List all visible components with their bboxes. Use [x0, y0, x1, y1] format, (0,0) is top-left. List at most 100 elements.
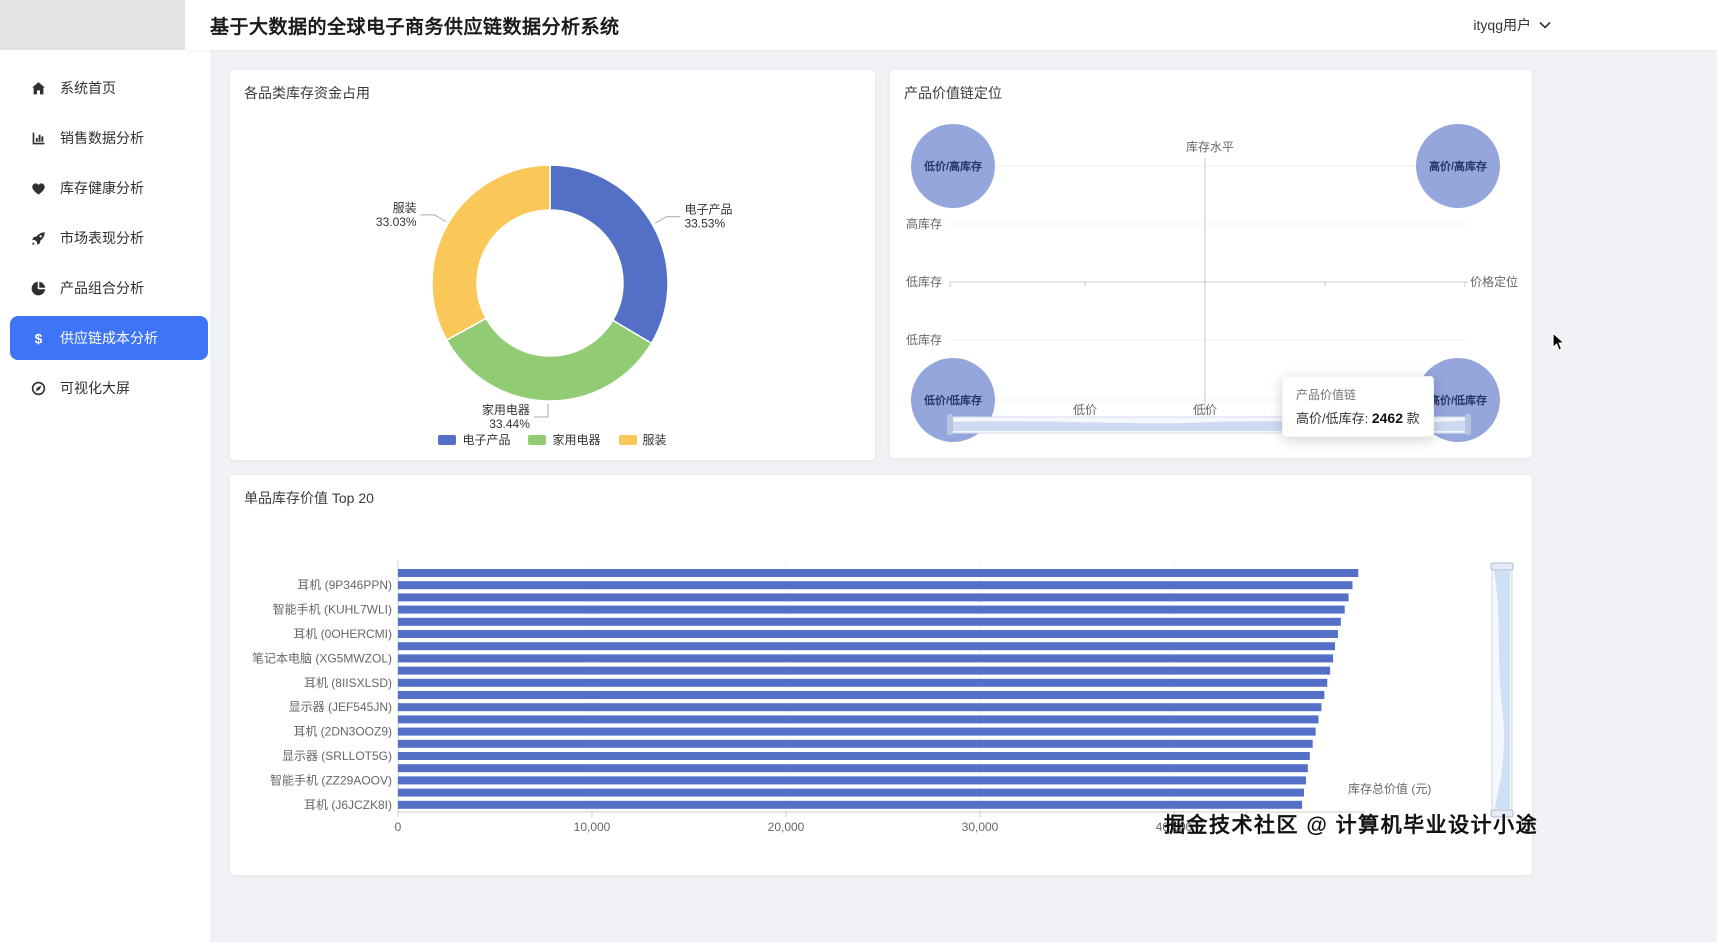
- svg-text:$: $: [35, 330, 43, 346]
- watermark: 掘金技术社区 @ 计算机毕业设计小途: [1164, 814, 1539, 837]
- bar-5[interactable]: [398, 630, 1338, 638]
- user-menu[interactable]: ityqg用户: [1473, 15, 1551, 35]
- sidebar: 系统首页销售数据分析 库存健康分析 市场表现分析产品组合分析 $ 供应链成本分析 可视化大…: [0, 50, 210, 942]
- x-tick-label: 低价: [1073, 403, 1097, 417]
- bar-19[interactable]: [398, 800, 1303, 809]
- top20-bar-chart[interactable]: 0 10,000 20,000 30,000 40,000 库存总价值 (元) 耳机 (9P…: [230, 475, 1532, 875]
- x-axis-name: 库存总价值 (元): [1348, 781, 1431, 796]
- bubble-top-right[interactable]: [1416, 124, 1500, 208]
- donut-label-name: 电子产品: [684, 203, 732, 217]
- donut-label-percent: 33.44%: [489, 417, 530, 431]
- y-tick-label: 低库存: [906, 274, 942, 289]
- donut-label-percent: 33.53%: [684, 217, 725, 231]
- y-category-label: 智能手机 (ZZ29AOOV): [270, 772, 392, 787]
- bar-18[interactable]: [398, 788, 1304, 797]
- legend-item-2[interactable]: 服装: [618, 431, 667, 448]
- bar-11[interactable]: [398, 703, 1322, 712]
- card-product-value-chain: 产品价值链定位 库存水平 价格定位 高库存 低库存 低库存 低价 低价 低价/高库存 高价/高库…: [890, 70, 1532, 458]
- y-category-label: 耳机 (J6JCZK8I): [304, 798, 392, 812]
- bar-17[interactable]: [398, 776, 1306, 785]
- bar-2[interactable]: [398, 593, 1349, 602]
- donut-slice-服装[interactable]: [431, 164, 551, 342]
- mouse-cursor: [1552, 332, 1566, 352]
- chart-legend: 电子产品 家用电器 服装: [230, 431, 875, 448]
- x-tick-label: 低价: [1193, 403, 1217, 417]
- legend-item-0[interactable]: 电子产品: [438, 431, 510, 448]
- sidebar-item-1[interactable]: 销售数据分析: [10, 116, 208, 160]
- bubble-label: 低价/高库存: [923, 159, 982, 173]
- bar-13[interactable]: [398, 727, 1316, 736]
- bar-7[interactable]: [398, 654, 1334, 663]
- y-category-label: 耳机 (8IISXLSD): [304, 676, 392, 690]
- bar-8[interactable]: [398, 666, 1331, 675]
- legend-label: 电子产品: [462, 433, 511, 447]
- sales-chart-icon: [32, 132, 45, 144]
- chevron-down-icon: [1539, 21, 1551, 29]
- chart-tooltip: 产品价值链 高价/低库存: 2462 款: [1282, 376, 1434, 437]
- bar-1[interactable]: [398, 581, 1353, 590]
- tooltip-value: 2462: [1371, 410, 1404, 426]
- bar-6[interactable]: [398, 642, 1336, 651]
- legend-item-1[interactable]: 家用电器: [528, 431, 601, 448]
- bar-3[interactable]: [398, 605, 1345, 614]
- datazoom-handle-right[interactable]: [1465, 414, 1471, 435]
- y-category-label: 智能手机 (KUHL7WLI): [273, 602, 392, 617]
- y-category-label: 耳机 (2DN3OOZ9): [293, 725, 392, 739]
- x-tick-label: 10,000: [574, 820, 611, 834]
- sidebar-item-label: 市场表现分析: [60, 230, 144, 246]
- y-category-label: 耳机 (0OHERCMI): [293, 627, 392, 641]
- datazoom-handle-left[interactable]: [947, 414, 953, 435]
- legend-label: 家用电器: [552, 433, 601, 447]
- sidebar-item-label: 销售数据分析: [60, 130, 144, 146]
- bubble-label: 高价/高库存: [1429, 159, 1487, 173]
- bubble-label: 低价/低库存: [923, 393, 982, 407]
- sidebar-item-4[interactable]: 产品组合分析: [10, 266, 208, 310]
- y-category-label: 显示器 (JEF545JN): [289, 700, 392, 714]
- bar-9[interactable]: [398, 678, 1328, 687]
- datazoom-handle-bottom[interactable]: [1490, 809, 1514, 818]
- quadrant-chart[interactable]: 库存水平价格定位高库存低库存低库存低价 低价低价/高库存 高价/高库存低价/低库存高…: [890, 70, 1532, 458]
- y-category-label: 耳机 (9P346PPN): [297, 578, 392, 592]
- sidebar-item-2[interactable]: 库存健康分析: [10, 166, 208, 210]
- card-title: 单品库存价值 Top 20: [244, 490, 374, 506]
- card-title: 各品类库存资金占用: [244, 85, 370, 101]
- y-tick-label: 低库存: [906, 332, 942, 347]
- header: 基于大数据的全球电子商务供应链数据分析系统 ityqg用户: [185, 0, 1717, 50]
- sidebar-item-0[interactable]: 系统首页: [10, 66, 208, 110]
- sidebar-item-5[interactable]: $ 供应链成本分析: [10, 316, 208, 360]
- bar-10[interactable]: [398, 691, 1325, 699]
- legend-swatch: [618, 434, 637, 445]
- sidebar-item-label: 系统首页: [60, 80, 116, 96]
- legend-swatch: [528, 434, 547, 445]
- sidebar-item-3[interactable]: 市场表现分析: [10, 216, 208, 260]
- bubble-top-left[interactable]: [911, 124, 995, 208]
- y-category-label: 笔记本电脑 (XG5MWZOL): [252, 650, 392, 665]
- donut-label-line: [420, 214, 447, 222]
- bar-16[interactable]: [398, 764, 1308, 773]
- card-title: 产品价值链定位: [904, 85, 1002, 101]
- x-axis-name: 价格定位: [1470, 274, 1518, 289]
- sidebar-item-label: 供应链成本分析: [60, 330, 158, 346]
- tooltip-unit: 款: [1406, 411, 1420, 426]
- bar-15[interactable]: [398, 752, 1310, 760]
- card-top20-inventory-value: 单品库存价值 Top 20 0 10,000 20,000 30,000 40,000 库…: [230, 475, 1532, 875]
- sidebar-item-label: 库存健康分析: [60, 180, 144, 196]
- sidebar-item-6[interactable]: 可视化大屏: [10, 366, 208, 410]
- x-tick-label: 30,000: [962, 820, 999, 834]
- donut-slice-家用电器[interactable]: [445, 317, 653, 402]
- heart-icon: [32, 182, 45, 195]
- tooltip-series: 高价/低库存:: [1296, 411, 1369, 426]
- card-category-inventory-funds: 各品类库存资金占用 电子产品 33.53% 家用电器 33.44% 服装 33.03% 电…: [230, 70, 875, 460]
- datazoom-handle-top[interactable]: [1490, 562, 1514, 571]
- bar-14[interactable]: [398, 739, 1313, 748]
- donut-slice-电子产品[interactable]: [549, 164, 669, 345]
- x-tick-label: 20,000: [768, 820, 805, 834]
- donut-label-percent: 33.03%: [376, 215, 417, 229]
- bar-0[interactable]: [398, 569, 1359, 577]
- dollar-icon: $: [35, 330, 43, 346]
- rocket-icon: [32, 231, 45, 245]
- bar-4[interactable]: [398, 617, 1341, 626]
- sidebar-item-label: 可视化大屏: [60, 380, 130, 396]
- bar-12[interactable]: [398, 715, 1319, 724]
